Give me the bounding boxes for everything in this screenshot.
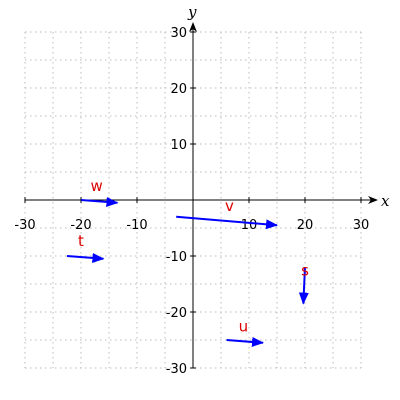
y-tick-label: -20 bbox=[166, 306, 187, 321]
y-tick-label: 20 bbox=[170, 82, 187, 97]
x-tick-label: -10 bbox=[126, 218, 147, 233]
y-tick-label: -10 bbox=[166, 250, 187, 265]
vector-label-w: w bbox=[91, 177, 103, 195]
tick-labels: -30 -20 -10 10 20 30 -30 -20 -10 10 20 30 bbox=[14, 26, 369, 377]
vector-v bbox=[176, 215, 278, 230]
x-tick-label: -30 bbox=[14, 218, 35, 233]
vector-label-s: s bbox=[301, 262, 309, 280]
vectors bbox=[66, 196, 309, 347]
vector-label-t: t bbox=[78, 232, 84, 250]
x-tick-label: -20 bbox=[70, 218, 91, 233]
vector-u bbox=[226, 336, 264, 347]
x-axis-label: x bbox=[381, 192, 390, 210]
x-tick-label: 20 bbox=[297, 218, 314, 233]
axes bbox=[24, 22, 378, 369]
vector-label-v: v bbox=[225, 197, 234, 215]
y-tick-label: 30 bbox=[170, 26, 187, 41]
vector-s bbox=[298, 267, 309, 305]
y-tick-label: -30 bbox=[166, 362, 187, 377]
y-tick-label: 10 bbox=[170, 138, 187, 153]
vector-t bbox=[66, 252, 105, 263]
grid bbox=[24, 31, 362, 369]
vector-label-u: u bbox=[239, 318, 249, 336]
vector-w bbox=[80, 196, 119, 207]
vector-labels: w v t s u bbox=[78, 177, 309, 336]
y-axis-label: y bbox=[187, 3, 197, 21]
x-tick-label: 10 bbox=[241, 218, 258, 233]
x-tick-label: 30 bbox=[353, 218, 370, 233]
